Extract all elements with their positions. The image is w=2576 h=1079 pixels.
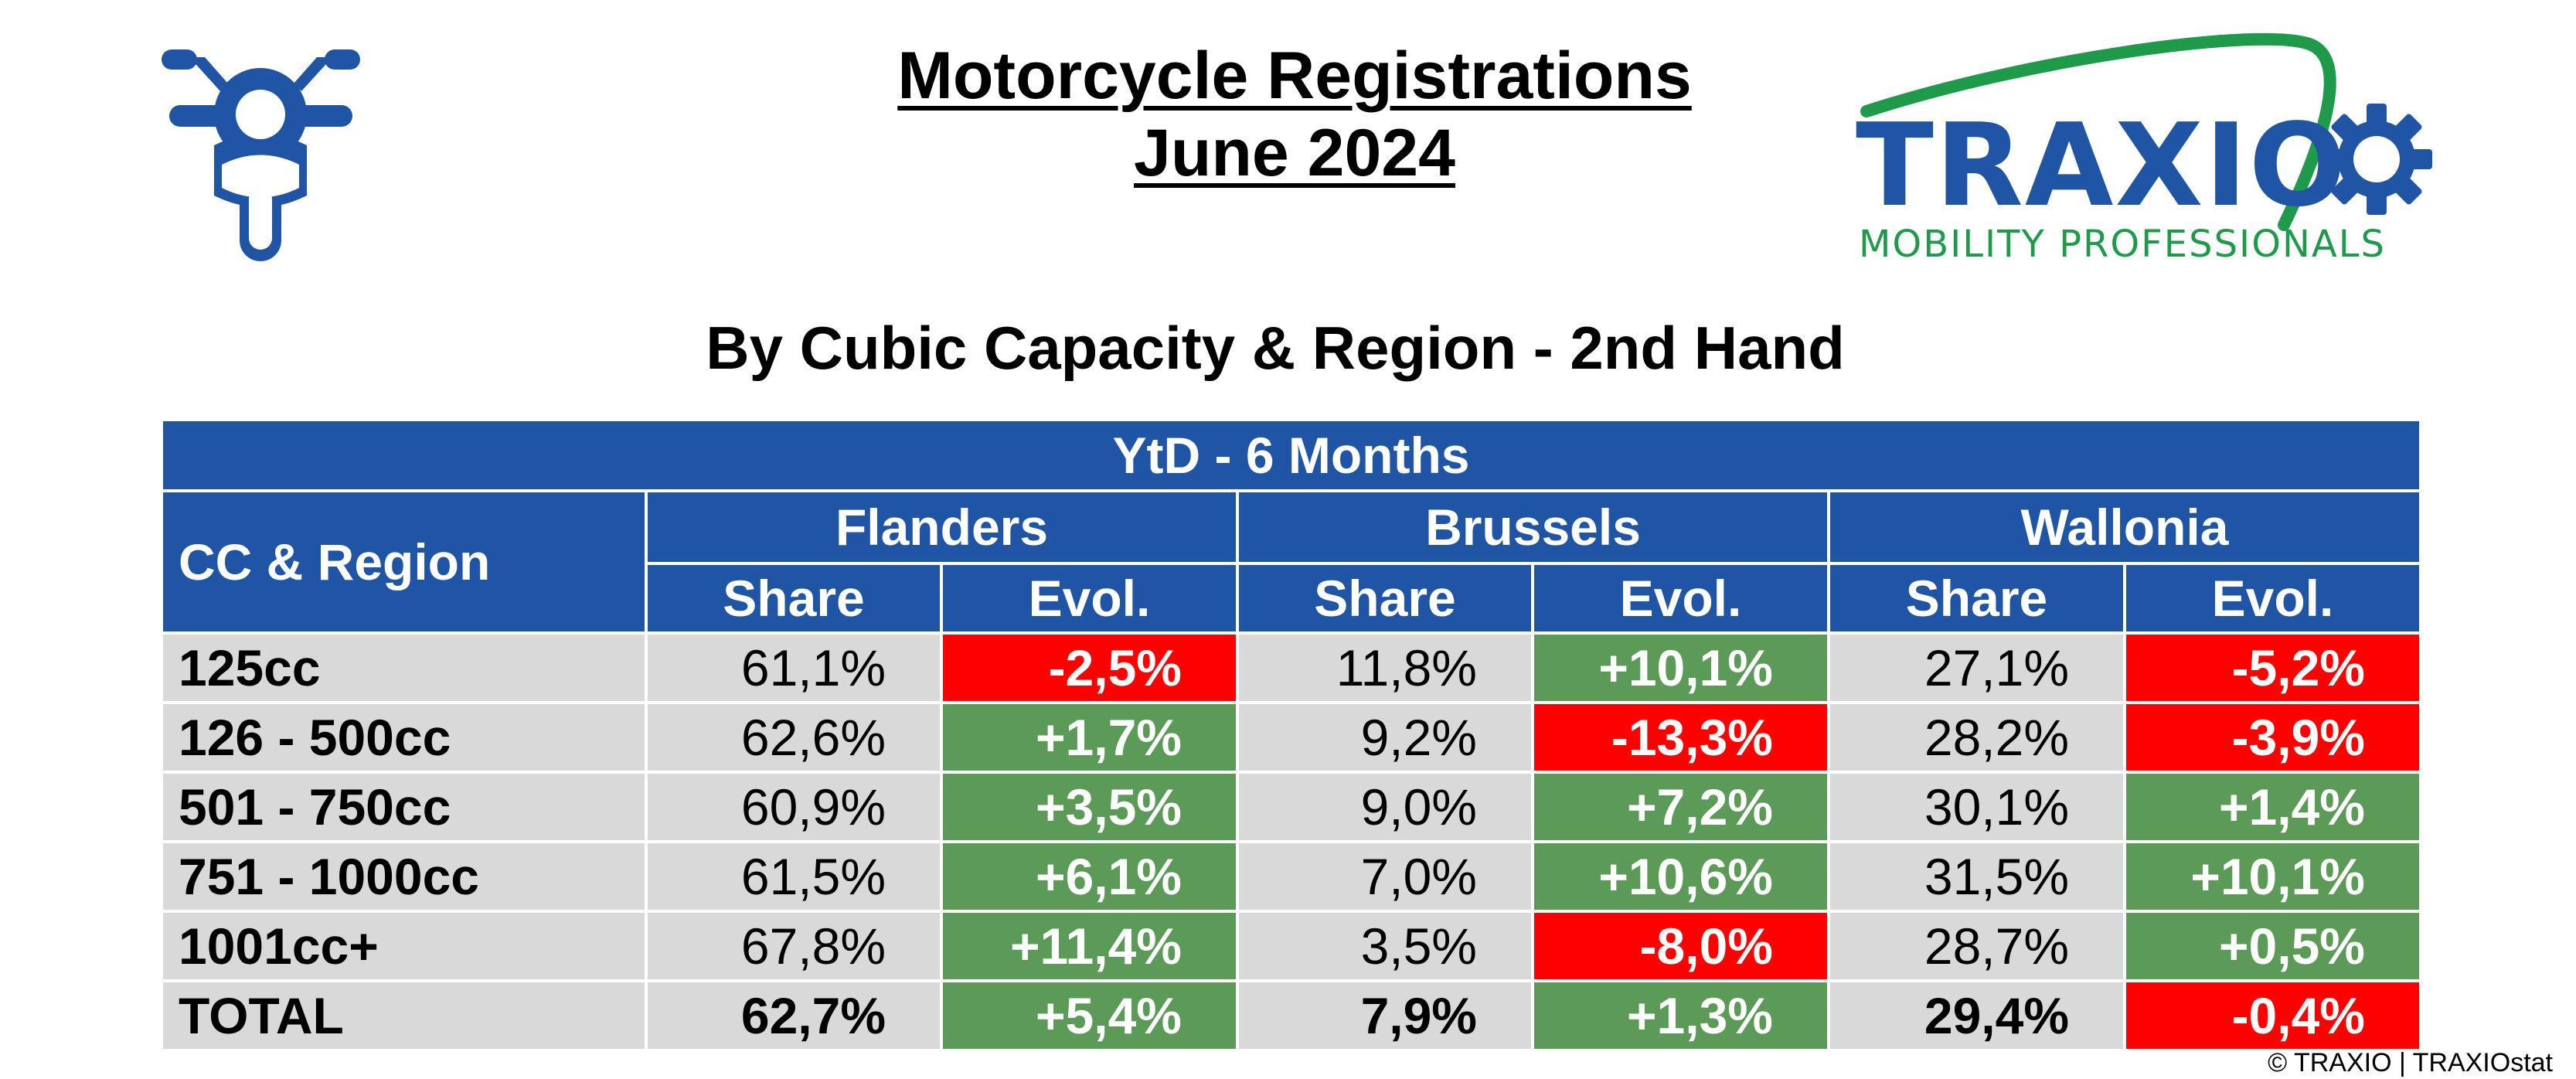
region-header-brussels: Brussels <box>1236 489 1830 565</box>
wallonia-evol: +1,4% <box>2123 771 2422 843</box>
flanders-evol: +1,7% <box>940 701 1239 774</box>
wallonia-evol: -0,4% <box>2123 979 2422 1052</box>
wallonia-evol: -3,9% <box>2123 701 2422 774</box>
wallonia-share: 27,1% <box>1827 631 2126 704</box>
col-header-evol: Evol. <box>1531 562 1830 635</box>
flanders-share: 60,9% <box>645 771 943 843</box>
region-header-flanders: Flanders <box>645 489 1239 565</box>
col-header-share: Share <box>1827 562 2126 635</box>
table-row: 125cc 61,1% -2,5% 11,8% +10,1% 27,1% -5,… <box>160 631 2422 704</box>
brussels-evol: -13,3% <box>1531 701 1830 774</box>
flanders-evol: -2,5% <box>940 631 1239 704</box>
brussels-evol: +10,6% <box>1531 840 1830 913</box>
wallonia-share: 30,1% <box>1827 771 2126 843</box>
wallonia-share: 28,2% <box>1827 701 2126 774</box>
page-title: Motorcycle Registrations June 2024 <box>773 37 1816 192</box>
brussels-share: 7,9% <box>1236 979 1534 1052</box>
traxio-logo-graphic <box>1860 32 2432 231</box>
brussels-evol: +7,2% <box>1531 771 1830 843</box>
flanders-share: 61,5% <box>645 840 943 913</box>
traxio-logo: TRAXIO MOBILITY PROFESSIONALS <box>1851 28 2438 267</box>
flanders-share: 61,1% <box>645 631 943 704</box>
brussels-share: 9,0% <box>1236 771 1534 843</box>
title-line-1: Motorcycle Registrations <box>897 39 1692 113</box>
wallonia-share: 28,7% <box>1827 910 2126 982</box>
flanders-share: 62,6% <box>645 701 943 774</box>
col-header-evol: Evol. <box>940 562 1239 635</box>
col-header-share: Share <box>645 562 943 635</box>
row-label: TOTAL <box>160 979 648 1052</box>
copyright-notice: © TRAXIO | TRAXIOstat <box>2268 1048 2553 1077</box>
region-header-wallonia: Wallonia <box>1827 489 2422 565</box>
title-line-2: June 2024 <box>1134 116 1455 190</box>
row-label: 125cc <box>160 631 648 704</box>
wallonia-evol: -5,2% <box>2123 631 2422 704</box>
table-row: 126 - 500cc 62,6% +1,7% 9,2% -13,3% 28,2… <box>160 701 2422 774</box>
brussels-evol: -8,0% <box>1531 910 1830 982</box>
brussels-evol: +10,1% <box>1531 631 1830 704</box>
brussels-share: 7,0% <box>1236 840 1534 913</box>
brussels-evol: +1,3% <box>1531 979 1830 1052</box>
brussels-share: 3,5% <box>1236 910 1534 982</box>
brussels-share: 11,8% <box>1236 631 1534 704</box>
motorcycle-icon <box>162 49 360 261</box>
row-header: CC & Region <box>160 489 648 635</box>
table-row: 751 - 1000cc 61,5% +6,1% 7,0% +10,6% 31,… <box>160 840 2422 913</box>
row-label: 1001cc+ <box>160 910 648 982</box>
flanders-share: 67,8% <box>645 910 943 982</box>
traxio-wordmark: TRAXIO <box>1856 99 2348 232</box>
brussels-share: 9,2% <box>1236 701 1534 774</box>
registrations-table: YtD - 6 Months CC & Region Flanders Brus… <box>160 418 2422 1052</box>
flanders-evol: +3,5% <box>940 771 1239 843</box>
col-header-evol: Evol. <box>2123 562 2422 635</box>
table-row: 501 - 750cc 60,9% +3,5% 9,0% +7,2% 30,1%… <box>160 771 2422 843</box>
flanders-share: 62,7% <box>645 979 943 1052</box>
period-header: YtD - 6 Months <box>160 418 2422 492</box>
flanders-evol: +6,1% <box>940 840 1239 913</box>
row-label: 751 - 1000cc <box>160 840 648 913</box>
flanders-evol: +5,4% <box>940 979 1239 1052</box>
flanders-evol: +11,4% <box>940 910 1239 982</box>
table-subtitle: By Cubic Capacity & Region - 2nd Hand <box>706 314 1845 382</box>
total-row: TOTAL 62,7% +5,4% 7,9% +1,3% 29,4% -0,4% <box>160 979 2422 1052</box>
col-header-share: Share <box>1236 562 1534 635</box>
wallonia-evol: +10,1% <box>2123 840 2422 913</box>
wallonia-share: 29,4% <box>1827 979 2126 1052</box>
row-label: 126 - 500cc <box>160 701 648 774</box>
wallonia-share: 31,5% <box>1827 840 2126 913</box>
row-label: 501 - 750cc <box>160 771 648 843</box>
traxio-tagline: MOBILITY PROFESSIONALS <box>1859 223 2386 266</box>
table-row: 1001cc+ 67,8% +11,4% 3,5% -8,0% 28,7% +0… <box>160 910 2422 982</box>
wallonia-evol: +0,5% <box>2123 910 2422 982</box>
